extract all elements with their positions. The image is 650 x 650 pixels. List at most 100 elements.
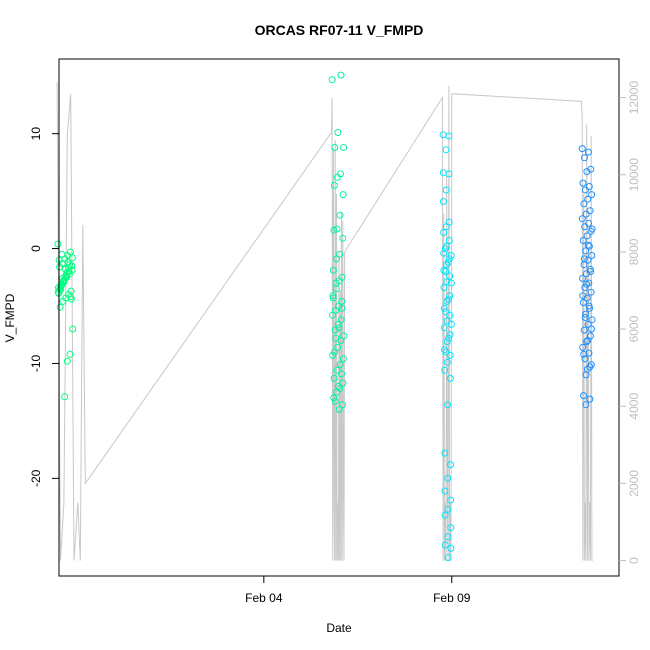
data-point: [329, 266, 337, 274]
data-point: [68, 254, 76, 262]
data-point: [580, 255, 588, 263]
data-point: [440, 266, 448, 274]
data-point: [331, 348, 339, 356]
data-point: [447, 496, 455, 504]
data-point: [581, 355, 589, 363]
data-point: [444, 533, 452, 541]
altitude-trace-line: [56, 82, 593, 562]
data-point: [56, 263, 64, 271]
data-point: [335, 324, 343, 332]
data-point: [445, 334, 453, 342]
data-point: [336, 361, 344, 369]
data-point: [579, 179, 587, 187]
data-point: [339, 191, 347, 199]
data-point: [447, 252, 455, 259]
data-point: [330, 394, 338, 402]
data-point: [583, 280, 591, 288]
data-point: [447, 279, 455, 287]
data-point: [585, 302, 593, 310]
data-point: [338, 370, 345, 378]
data-point: [586, 207, 594, 215]
data-point: [585, 349, 593, 357]
data-point: [579, 274, 586, 282]
data-point: [54, 240, 62, 248]
data-point: [446, 374, 454, 382]
x-tick-label: Feb 09: [433, 591, 471, 605]
series-4: [578, 145, 596, 409]
data-point: [578, 145, 586, 153]
data-point: [584, 256, 592, 264]
data-point: [445, 170, 453, 178]
data-point: [330, 226, 338, 234]
data-point: [334, 320, 342, 328]
data-point: [445, 132, 453, 140]
data-point: [63, 357, 71, 365]
data-point: [447, 461, 454, 469]
data-point: [333, 173, 341, 181]
data-point: [588, 191, 596, 199]
data-point: [588, 225, 596, 233]
data-point: [440, 249, 448, 257]
data-point: [578, 215, 586, 223]
data-point: [332, 285, 340, 293]
data-point: [447, 524, 455, 532]
data-point: [444, 401, 452, 409]
data-point: [331, 326, 339, 334]
data-point: [444, 554, 452, 562]
data-point: [586, 395, 594, 403]
y-tick-label: -10: [29, 354, 43, 372]
data-point: [65, 264, 73, 272]
data-point: [330, 374, 338, 382]
data-point: [444, 258, 452, 266]
data-point: [329, 292, 337, 300]
data-point: [443, 338, 451, 346]
data-point: [339, 234, 347, 242]
data-point: [333, 255, 340, 263]
data-point: [336, 211, 344, 219]
data-point: [585, 242, 593, 250]
data-point: [442, 268, 450, 275]
data-point: [329, 311, 336, 319]
data-point: [442, 348, 450, 356]
data-point: [59, 297, 67, 305]
data-point: [442, 223, 450, 231]
y2-tick-label: 2000: [627, 470, 641, 497]
data-point: [588, 252, 596, 259]
data-point: [58, 250, 66, 258]
axes: -20 -10 0 10 0 2000 4000 6000 8000 10000 12000 Feb …: [29, 81, 641, 605]
data-point: [67, 295, 75, 303]
data-point: [587, 165, 595, 173]
data-point: [329, 351, 337, 359]
y2-tick-label: 12000: [627, 81, 641, 115]
data-point: [340, 144, 348, 151]
data-point: [442, 146, 450, 154]
data-point: [62, 271, 70, 279]
y2-tick-label: 4000: [627, 393, 641, 420]
data-point: [333, 225, 341, 233]
data-point: [581, 223, 589, 231]
data-point: [443, 278, 451, 286]
data-point: [581, 284, 589, 292]
data-point: [441, 511, 449, 519]
data-point: [582, 247, 590, 255]
data-point: [440, 229, 448, 236]
data-point: [57, 286, 65, 294]
data-point: [446, 292, 454, 300]
data-point: [587, 288, 595, 296]
data-point: [444, 505, 452, 513]
data-point: [584, 195, 592, 203]
data-point: [446, 351, 454, 359]
data-point: [586, 265, 594, 273]
data-point: [579, 237, 587, 244]
data-point: [56, 285, 64, 293]
data-point: [581, 186, 589, 194]
data-point: [339, 355, 347, 363]
data-point: [330, 181, 338, 189]
data-point: [334, 129, 342, 136]
plot-content: [54, 71, 596, 562]
data-point: [445, 295, 452, 303]
data-point: [439, 131, 447, 139]
data-point: [443, 317, 451, 325]
data-point: [331, 397, 339, 405]
y2-tick-label: 0: [627, 557, 641, 564]
